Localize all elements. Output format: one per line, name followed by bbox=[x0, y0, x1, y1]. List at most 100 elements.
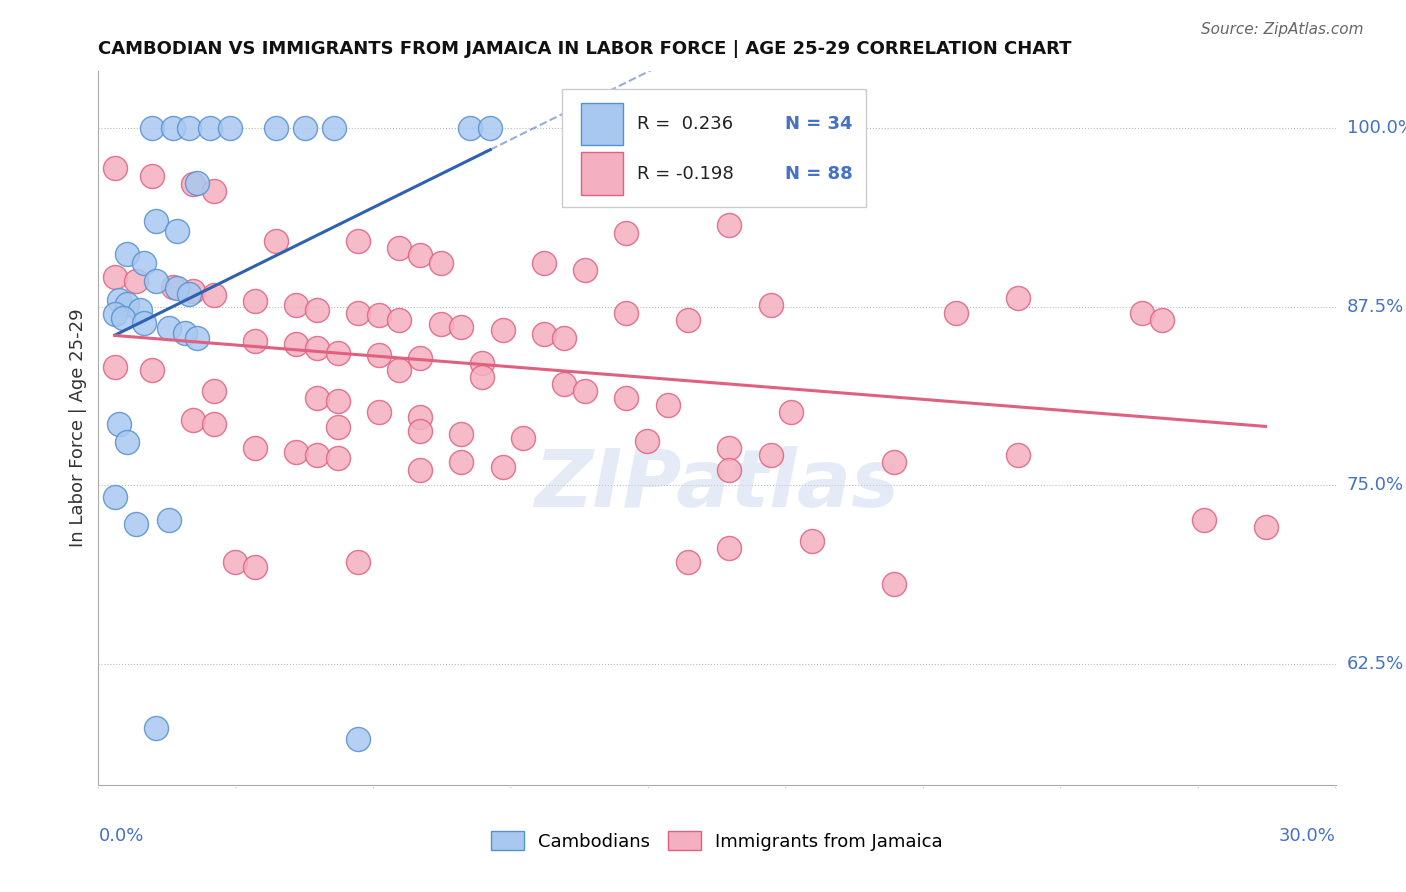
Text: N = 34: N = 34 bbox=[785, 115, 852, 133]
Point bbox=[326, 419, 349, 434]
Point bbox=[883, 455, 905, 469]
Point bbox=[491, 459, 513, 474]
Text: CAMBODIAN VS IMMIGRANTS FROM JAMAICA IN LABOR FORCE | AGE 25-29 CORRELATION CHAR: CAMBODIAN VS IMMIGRANTS FROM JAMAICA IN … bbox=[98, 40, 1071, 58]
Point bbox=[181, 284, 204, 298]
Point bbox=[181, 177, 204, 191]
Point bbox=[124, 516, 146, 531]
Point bbox=[264, 121, 287, 136]
Point bbox=[141, 121, 163, 136]
Point bbox=[112, 311, 135, 326]
Point bbox=[166, 224, 188, 238]
Point bbox=[883, 576, 905, 591]
Point bbox=[243, 294, 266, 309]
Point bbox=[1192, 512, 1215, 526]
Point bbox=[141, 169, 163, 183]
Point bbox=[174, 326, 197, 340]
Point bbox=[533, 255, 555, 269]
Legend: Cambodians, Immigrants from Jamaica: Cambodians, Immigrants from Jamaica bbox=[484, 824, 950, 858]
Point bbox=[305, 448, 328, 462]
Point bbox=[117, 435, 139, 450]
Point bbox=[458, 121, 481, 136]
FancyBboxPatch shape bbox=[581, 153, 623, 194]
Point bbox=[104, 307, 127, 321]
Point bbox=[179, 121, 201, 136]
Point bbox=[202, 384, 225, 398]
Point bbox=[450, 319, 472, 334]
Point bbox=[104, 490, 127, 504]
Point bbox=[347, 555, 370, 569]
Point bbox=[285, 337, 308, 351]
Text: 0.0%: 0.0% bbox=[98, 827, 143, 845]
FancyBboxPatch shape bbox=[581, 103, 623, 145]
Point bbox=[367, 309, 389, 323]
Point bbox=[322, 121, 344, 136]
Point bbox=[326, 451, 349, 466]
Point bbox=[800, 533, 823, 548]
Point bbox=[574, 384, 596, 398]
Point bbox=[202, 417, 225, 431]
Point bbox=[202, 184, 225, 198]
Point bbox=[326, 345, 349, 359]
Point bbox=[104, 161, 127, 176]
Point bbox=[294, 121, 316, 136]
Point bbox=[718, 541, 741, 555]
Point bbox=[347, 234, 370, 248]
Point bbox=[347, 732, 370, 747]
Point bbox=[614, 391, 637, 405]
Text: R =  0.236: R = 0.236 bbox=[637, 115, 733, 133]
Text: 62.5%: 62.5% bbox=[1347, 655, 1405, 673]
Point bbox=[157, 512, 180, 526]
Point bbox=[132, 255, 155, 269]
Text: ZIPatlas: ZIPatlas bbox=[534, 446, 900, 524]
Point bbox=[553, 376, 575, 391]
Point bbox=[409, 424, 432, 438]
Point bbox=[132, 316, 155, 330]
Point bbox=[166, 281, 188, 295]
Point bbox=[479, 121, 502, 136]
Point bbox=[718, 462, 741, 476]
Point bbox=[429, 255, 451, 269]
Point bbox=[108, 417, 131, 431]
Point bbox=[800, 121, 823, 136]
Point bbox=[409, 351, 432, 366]
Point bbox=[145, 721, 167, 735]
Point bbox=[450, 455, 472, 469]
Text: 75.0%: 75.0% bbox=[1347, 476, 1405, 494]
Point bbox=[124, 274, 146, 288]
Point bbox=[367, 348, 389, 362]
Point bbox=[1254, 519, 1277, 533]
Point bbox=[326, 394, 349, 409]
Text: 87.5%: 87.5% bbox=[1347, 298, 1405, 316]
Point bbox=[141, 362, 163, 376]
Point bbox=[202, 288, 225, 302]
Text: 100.0%: 100.0% bbox=[1347, 120, 1406, 137]
Point bbox=[842, 121, 865, 136]
Point bbox=[104, 359, 127, 374]
Point bbox=[186, 176, 208, 190]
Point bbox=[1130, 305, 1153, 319]
Point bbox=[162, 280, 184, 294]
Point bbox=[367, 405, 389, 419]
FancyBboxPatch shape bbox=[562, 89, 866, 207]
Point bbox=[145, 274, 167, 288]
Point bbox=[117, 247, 139, 261]
Point bbox=[718, 219, 741, 233]
Point bbox=[243, 334, 266, 348]
Point bbox=[108, 293, 131, 307]
Text: 30.0%: 30.0% bbox=[1279, 827, 1336, 845]
Point bbox=[388, 241, 411, 255]
Point bbox=[718, 441, 741, 455]
Text: N = 88: N = 88 bbox=[785, 164, 853, 183]
Point bbox=[574, 262, 596, 277]
Point bbox=[780, 405, 803, 419]
Point bbox=[409, 462, 432, 476]
Text: R = -0.198: R = -0.198 bbox=[637, 164, 734, 183]
Point bbox=[117, 297, 139, 311]
Point bbox=[512, 431, 534, 445]
Point bbox=[198, 121, 221, 136]
Point bbox=[388, 362, 411, 376]
Point bbox=[388, 312, 411, 326]
Point bbox=[676, 555, 699, 569]
Text: Source: ZipAtlas.com: Source: ZipAtlas.com bbox=[1201, 22, 1364, 37]
Y-axis label: In Labor Force | Age 25-29: In Labor Force | Age 25-29 bbox=[69, 309, 87, 548]
